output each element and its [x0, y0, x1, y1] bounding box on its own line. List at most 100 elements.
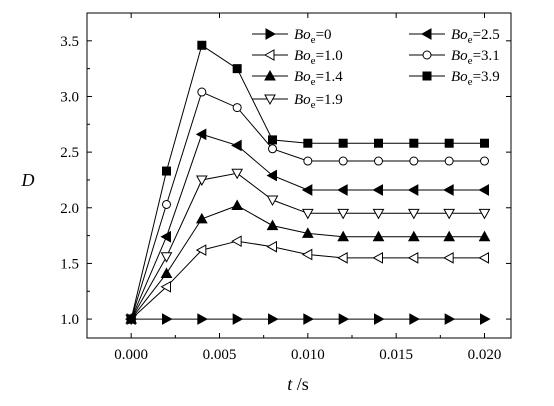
data-point [268, 144, 277, 154]
data-point [338, 313, 350, 325]
data-point [160, 267, 173, 278]
data-point [160, 280, 171, 293]
data-point [301, 227, 314, 238]
data-point [337, 208, 350, 220]
data-point [337, 184, 348, 196]
data-point [409, 156, 419, 166]
data-point [444, 313, 456, 325]
legend-value: =2.5 [473, 27, 500, 43]
y-tick-label: 1.5 [60, 256, 79, 272]
legend-entry-0: Boe=0 [252, 27, 332, 46]
x-tick-label: 0.005 [203, 347, 237, 363]
data-point [478, 184, 489, 196]
data-point [444, 138, 454, 148]
data-point [268, 135, 277, 145]
data-point [372, 230, 385, 242]
data-point [195, 244, 207, 256]
y-axis-ticks: 1.0 1.5 2.0 2.5 3.0 3.5 [60, 34, 511, 328]
series-line [130, 44, 485, 320]
data-point [197, 40, 207, 50]
series-line [130, 91, 485, 320]
legend-entry-1: Boe=1.0 [252, 48, 343, 67]
x-tick-label: 0.020 [468, 347, 502, 363]
data-point [409, 313, 420, 325]
y-tick-label: 1.0 [60, 312, 79, 328]
data-point [443, 208, 456, 220]
data-point [266, 195, 279, 207]
data-point [160, 252, 173, 263]
data-point [266, 219, 279, 231]
data-point [407, 230, 420, 242]
legend-value: =1.9 [316, 92, 343, 108]
series-0 [126, 313, 491, 325]
legend-value: =1.4 [316, 69, 344, 85]
legend-label: Boe=1.9 [294, 92, 343, 111]
data-point [478, 230, 491, 242]
y-tick-label: 3.0 [60, 89, 79, 105]
data-point [478, 208, 491, 220]
legend-label: Boe=3.1 [451, 48, 500, 67]
data-point [231, 168, 244, 180]
data-point [301, 184, 313, 196]
legend-marker [422, 71, 432, 81]
data-point [337, 230, 350, 242]
legend-value: =0 [316, 27, 332, 43]
data-point [195, 175, 208, 186]
data-point [407, 252, 419, 264]
series-1 [125, 235, 489, 325]
legend-value: =3.9 [473, 69, 500, 85]
legend-name: Bo [294, 69, 311, 85]
legend-name: Bo [451, 27, 468, 43]
legend-subscript: e [468, 55, 473, 67]
x-axis-label-variable: t [287, 374, 293, 394]
data-point [303, 313, 314, 325]
legend-name: Bo [451, 69, 468, 85]
series-5 [126, 87, 489, 324]
legend-marker [264, 94, 276, 106]
legend-subscript: e [468, 34, 473, 46]
data-point [232, 64, 242, 74]
data-point [195, 128, 207, 141]
legend-subscript: e [311, 34, 316, 46]
y-tick-label: 2.0 [60, 201, 79, 217]
legend-value: =1.0 [316, 48, 343, 64]
data-point [301, 248, 313, 261]
series-6 [126, 40, 489, 324]
data-point [197, 87, 207, 97]
legend-entry-5: Boe=3.1 [409, 48, 500, 67]
data-point [162, 199, 171, 209]
data-point [480, 156, 489, 166]
legend-name: Bo [451, 48, 468, 64]
x-axis-label-unit: /s [292, 374, 309, 394]
legend-value: =3.1 [473, 48, 500, 64]
data-point [443, 184, 454, 196]
x-tick-label: 0.015 [379, 347, 413, 363]
x-axis-ticks: 0.000 0.005 0.010 0.015 0.020 [114, 13, 501, 363]
legend: Boe=0Boe=1.0Boe=1.4Boe=1.9Boe=2.5Boe=3.1… [252, 27, 500, 111]
legend-subscript: e [311, 99, 316, 111]
data-point [232, 103, 242, 113]
data-point [480, 138, 489, 148]
legend-entry-4: Boe=2.5 [409, 27, 500, 46]
data-point [162, 313, 173, 325]
data-point [162, 166, 171, 176]
legend-subscript: e [311, 55, 316, 67]
series-layer [125, 40, 491, 326]
data-point [374, 156, 383, 166]
x-tick-label: 0.000 [114, 347, 148, 363]
data-point [268, 313, 279, 325]
legend-marker [263, 49, 275, 61]
legend-marker [265, 28, 277, 40]
legend-label: Boe=3.9 [451, 69, 500, 88]
data-point [231, 235, 242, 248]
data-point [338, 138, 348, 148]
data-point [266, 240, 277, 253]
legend-label: Boe=1.0 [294, 48, 343, 67]
data-point [337, 252, 348, 264]
legend-name: Bo [294, 48, 311, 64]
plot-frame [86, 12, 512, 339]
data-point [443, 230, 456, 242]
data-point [126, 314, 136, 324]
data-point [374, 138, 383, 148]
